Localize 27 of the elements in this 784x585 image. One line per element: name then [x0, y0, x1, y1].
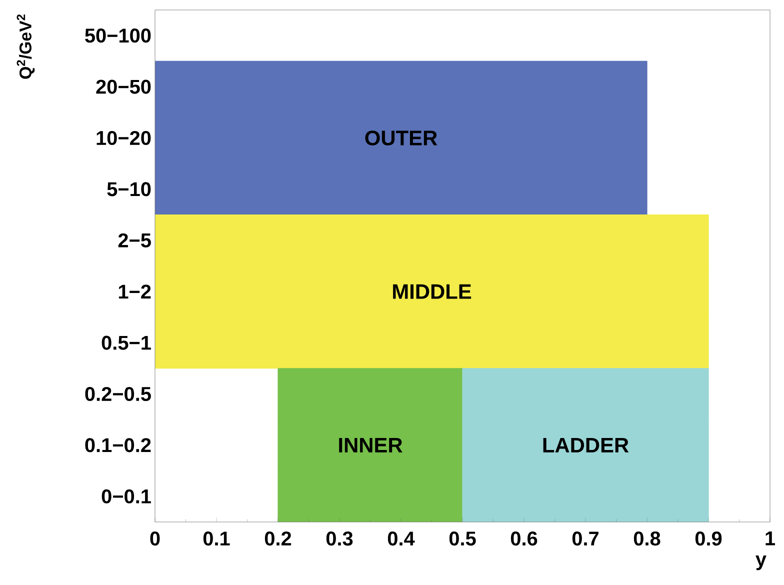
x-tick-label: 0.5	[449, 532, 476, 546]
y-tick-label: 20−50	[96, 80, 151, 94]
series-label: OUTER	[365, 130, 438, 146]
y-tick-label: 0.5−1	[102, 336, 151, 350]
x-tick-label: 0.9	[695, 532, 722, 546]
y-tick-label: 0.2−0.5	[85, 386, 151, 402]
x-tick-label: 0.2	[264, 532, 292, 546]
x-axis-title: y	[756, 556, 766, 570]
x-tick-label: 1	[766, 532, 775, 546]
x-tick-label: 0.1	[203, 532, 230, 546]
y-tick-label: 50−100	[85, 28, 151, 43]
x-tick-label: 0	[150, 532, 160, 546]
x-tick-label: 0.8	[634, 532, 660, 546]
y-tick-label: 1−2	[118, 284, 151, 299]
x-tick-label: 0.4	[388, 532, 415, 546]
x-tick-label: 0.3	[326, 532, 353, 546]
series-label: INNER	[339, 438, 402, 452]
y-tick-label: 10−20	[96, 130, 151, 146]
y-tick-label: 2−5	[118, 233, 151, 248]
y-tick-label: 0.1−0.2	[85, 438, 151, 452]
x-tick-label: 0.7	[572, 532, 598, 546]
x-tick-label: 0.6	[510, 532, 538, 546]
series-label: MIDDLE	[393, 284, 472, 299]
y-axis-title: Q$^{2}$/GeV$^{2}$	[16, 14, 35, 79]
y-tick-label: 0−0.1	[102, 489, 151, 504]
series-label: LADDER	[543, 438, 629, 452]
y-tick-label: 5−10	[107, 182, 151, 196]
